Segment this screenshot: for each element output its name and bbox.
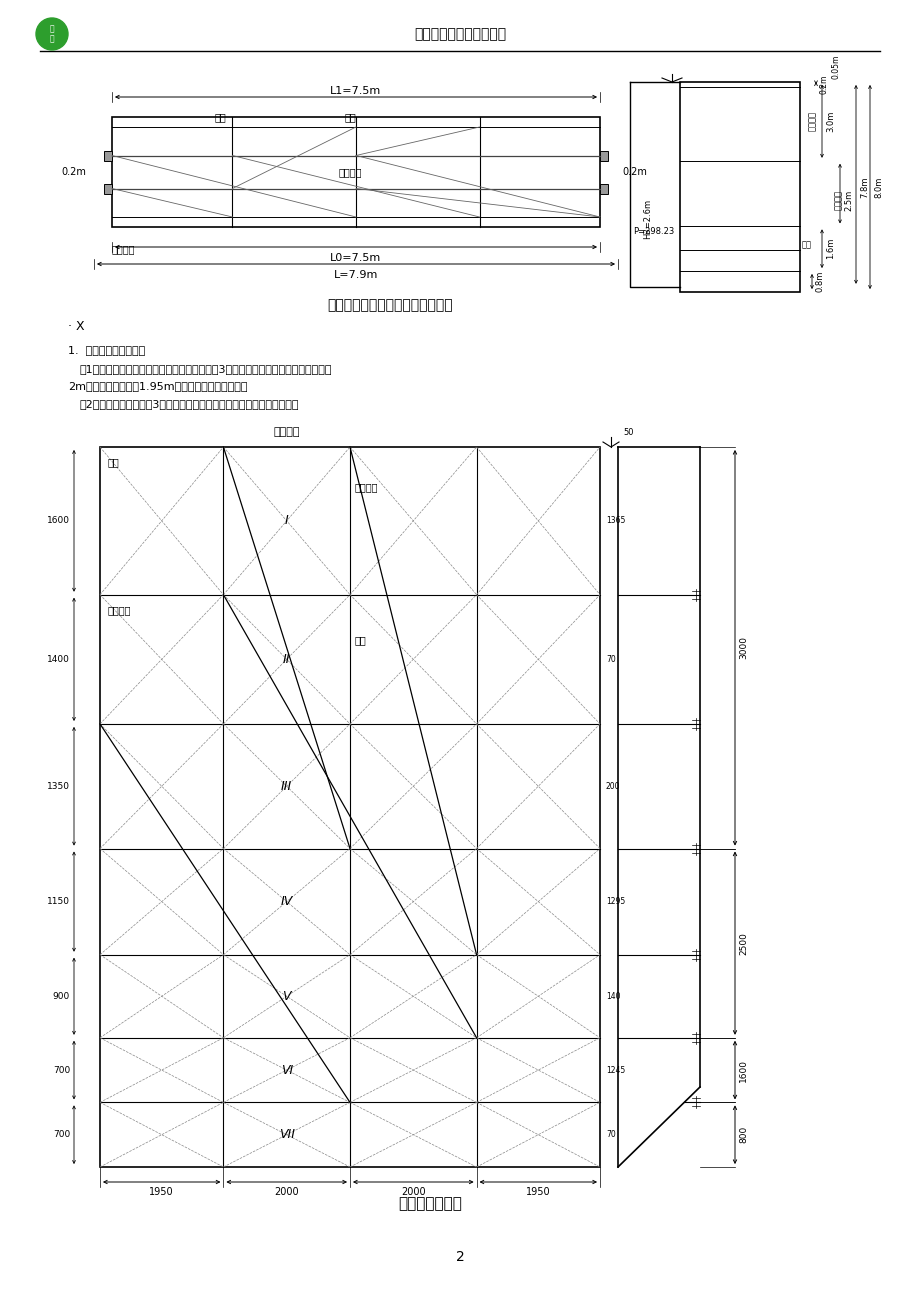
Text: H3=2.6m: H3=2.6m [642,198,652,238]
Text: 700: 700 [52,1130,70,1139]
Text: 2000: 2000 [401,1187,425,1197]
Text: VI: VI [280,1064,292,1077]
Text: L=7.9m: L=7.9m [334,270,378,280]
Text: 800: 800 [738,1126,747,1143]
Text: 700: 700 [52,1065,70,1074]
Text: 1365: 1365 [606,517,625,525]
Text: 水平次梁: 水平次梁 [355,482,378,492]
Text: 1.6m: 1.6m [825,238,834,259]
Text: 横向隔板: 横向隔板 [273,427,300,437]
Text: （1）横线连接系，根据主梁的跨度，决定布置3道横隔板，其间距为中央三隔板间距: （1）横线连接系，根据主梁的跨度，决定布置3道横隔板，其间距为中央三隔板间距 [80,365,332,374]
Text: 主梁: 主梁 [355,634,367,644]
Text: 1600: 1600 [738,1059,747,1082]
Text: IV: IV [280,894,292,907]
Text: 1150: 1150 [47,897,70,906]
Text: L0=7.5m: L0=7.5m [330,253,381,263]
Text: 200: 200 [606,781,619,790]
Text: 横向隔板: 横向隔板 [807,112,816,132]
Text: 900: 900 [52,992,70,1001]
Text: 1350: 1350 [47,781,70,790]
Text: 水利水电钢结构课程设计: 水利水电钢结构课程设计 [414,27,505,40]
Text: VII: VII [278,1129,294,1141]
Circle shape [36,18,68,49]
Text: 2m，隔板与边梁间距1.95m，横隔板兼做竖直次梁。: 2m，隔板与边梁间距1.95m，横隔板兼做竖直次梁。 [68,381,247,391]
Text: 主梁: 主梁 [801,241,811,250]
Text: 2.5m: 2.5m [843,190,852,211]
Text: 0.8m: 0.8m [815,271,824,292]
Text: 0.2m: 0.2m [622,167,647,177]
Text: 边梁: 边梁 [108,457,119,467]
Text: 梁格布置尺寸图: 梁格布置尺寸图 [398,1197,461,1211]
Text: 面板: 面板 [344,112,356,122]
Text: 2: 2 [455,1250,464,1264]
Text: · X: · X [68,320,85,333]
Text: 1295: 1295 [606,897,625,906]
Text: V: V [282,990,290,1003]
Text: 水平次梁: 水平次梁 [834,190,842,210]
Text: 学
霸: 学 霸 [50,25,54,43]
Bar [599,184,607,194]
Text: 70: 70 [606,655,615,664]
Text: 3.0m: 3.0m [825,111,834,132]
Text: 1950: 1950 [526,1187,550,1197]
Text: 1950: 1950 [149,1187,174,1197]
Text: 横向隔板: 横向隔板 [338,167,361,177]
Text: 8.0m: 8.0m [873,176,882,198]
Text: 140: 140 [606,992,619,1001]
Text: I: I [285,514,289,527]
Bar [100,447,599,1167]
Bar [104,151,112,160]
Bar [679,82,800,292]
Text: 主梁: 主梁 [214,112,226,122]
Text: 3000: 3000 [738,637,747,659]
Text: 1245: 1245 [606,1065,625,1074]
Text: 2000: 2000 [274,1187,299,1197]
Text: II: II [283,652,290,665]
Text: 0.2m: 0.2m [819,76,828,94]
Text: 0.2m: 0.2m [62,167,86,177]
Text: 50: 50 [622,428,633,437]
Bar [104,184,112,194]
Text: 0.05m: 0.05m [831,55,840,79]
Text: III: III [281,780,292,793]
Text: 7.8m: 7.8m [859,176,868,198]
Text: 平面钢闸门的主梁位置和计算简图: 平面钢闸门的主梁位置和计算简图 [327,298,452,312]
Text: L1=7.5m: L1=7.5m [330,86,381,96]
Text: （2）纵向连接系，设在3个主梁下翼缘的竖平面内，采用实腹式组合梁。: （2）纵向连接系，设在3个主梁下翼缘的竖平面内，采用实腹式组合梁。 [80,398,300,409]
Bar [112,117,599,227]
Text: 1.  连接系的布置和形式: 1. 连接系的布置和形式 [68,345,145,355]
Text: 70: 70 [606,1130,615,1139]
Text: 胶木滑道: 胶木滑道 [108,604,131,615]
Text: 1400: 1400 [47,655,70,664]
Bar [599,151,607,160]
Text: 胶木滑道: 胶木滑道 [112,243,135,254]
Text: 1600: 1600 [47,517,70,525]
Text: 2500: 2500 [738,932,747,954]
Text: P=298.23: P=298.23 [632,228,674,237]
